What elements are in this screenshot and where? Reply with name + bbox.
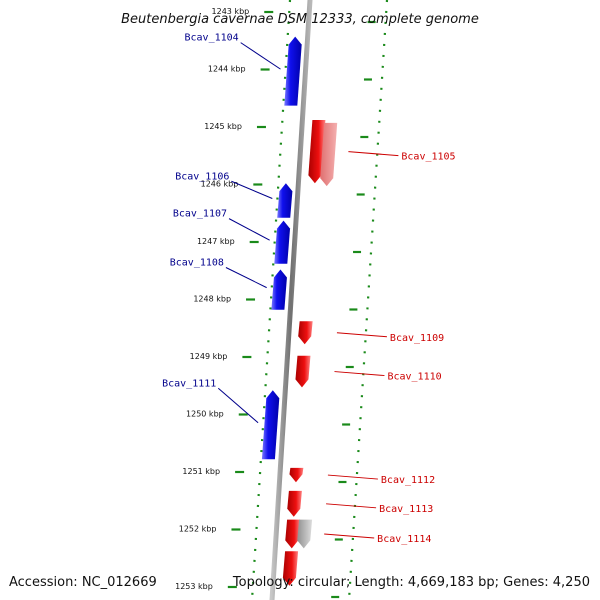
tick-label: 1250 kbp [186,410,224,419]
gene-leader-line [217,387,259,424]
gene-arrow [282,551,299,586]
tick-label: 1246 kbp [201,180,239,189]
tick-label: 1247 kbp [197,237,235,246]
gene-leader-line [326,503,377,509]
tick-label: 1249 kbp [190,352,228,361]
right-ruler-line [347,0,389,600]
accession-text: Accession: NC_012669 [9,575,157,590]
gene-label: Bcav_1111 [162,378,216,389]
tick-label: 1253 kbp [175,582,213,591]
gene-label: Bcav_1107 [173,209,227,220]
gene-leader-line [240,42,281,70]
backbone-line [269,0,313,600]
gene-arrow [298,321,313,345]
gene-leader-line [228,218,270,241]
gene-features [261,36,338,586]
tick-label: 1244 kbp [208,65,246,74]
gene-leader-line [231,180,273,199]
gene-label: Bcav_1106 [175,171,229,182]
gene-leader-line [348,151,399,157]
tick-label: 1248 kbp [193,295,231,304]
gene-arrow [285,519,301,549]
gene-arrow [271,269,287,310]
gene-arrow [297,519,313,549]
kbp-ticks: 1243 kbp 1244 kbp 1245 kbp 1246 kbp 1247 kbp… [175,7,376,599]
tick-label: 1251 kbp [182,467,220,476]
left-ruler-line [250,0,292,600]
gene-arrow [277,183,293,218]
gene-leader-line [327,474,378,480]
gene-arrow [261,390,280,460]
gene-label: Bcav_1108 [170,258,224,269]
right-ruler [347,0,389,600]
gene-arrow [284,36,302,106]
gene-labels: Bcav_1104 Bcav_1105 Bcav_1106 Bcav_1107 Bcav… [162,33,455,545]
map-title: Beutenbergia cavernae DSM 12333, complet… [121,12,479,27]
gene-arrow [289,467,304,483]
gene-arrow [287,490,302,517]
gene-label: Bcav_1104 [184,33,238,44]
left-ruler [250,0,292,600]
gene-leader-line [324,533,375,539]
tick-label: 1245 kbp [204,122,242,131]
topology-text: Topology: circular; Length: 4,669,183 bp… [232,575,590,590]
gene-label: Bcav_1112 [381,475,435,486]
gene-leader-line [334,371,385,377]
gene-arrow [274,220,291,264]
gene-label: Bcav_1113 [379,504,433,515]
gene-leader-line [336,332,387,338]
tick-label: 1252 kbp [179,525,217,534]
gene-arrow [295,355,311,388]
tick-label: 1243 kbp [212,7,250,16]
genome-backbone [269,0,313,600]
gene-leader-line [225,267,267,289]
gene-label: Bcav_1109 [390,333,444,344]
gene-arrow [320,122,338,187]
gene-label: Bcav_1105 [401,152,455,163]
gene-label: Bcav_1114 [377,534,431,545]
gene-label: Bcav_1110 [387,372,441,383]
